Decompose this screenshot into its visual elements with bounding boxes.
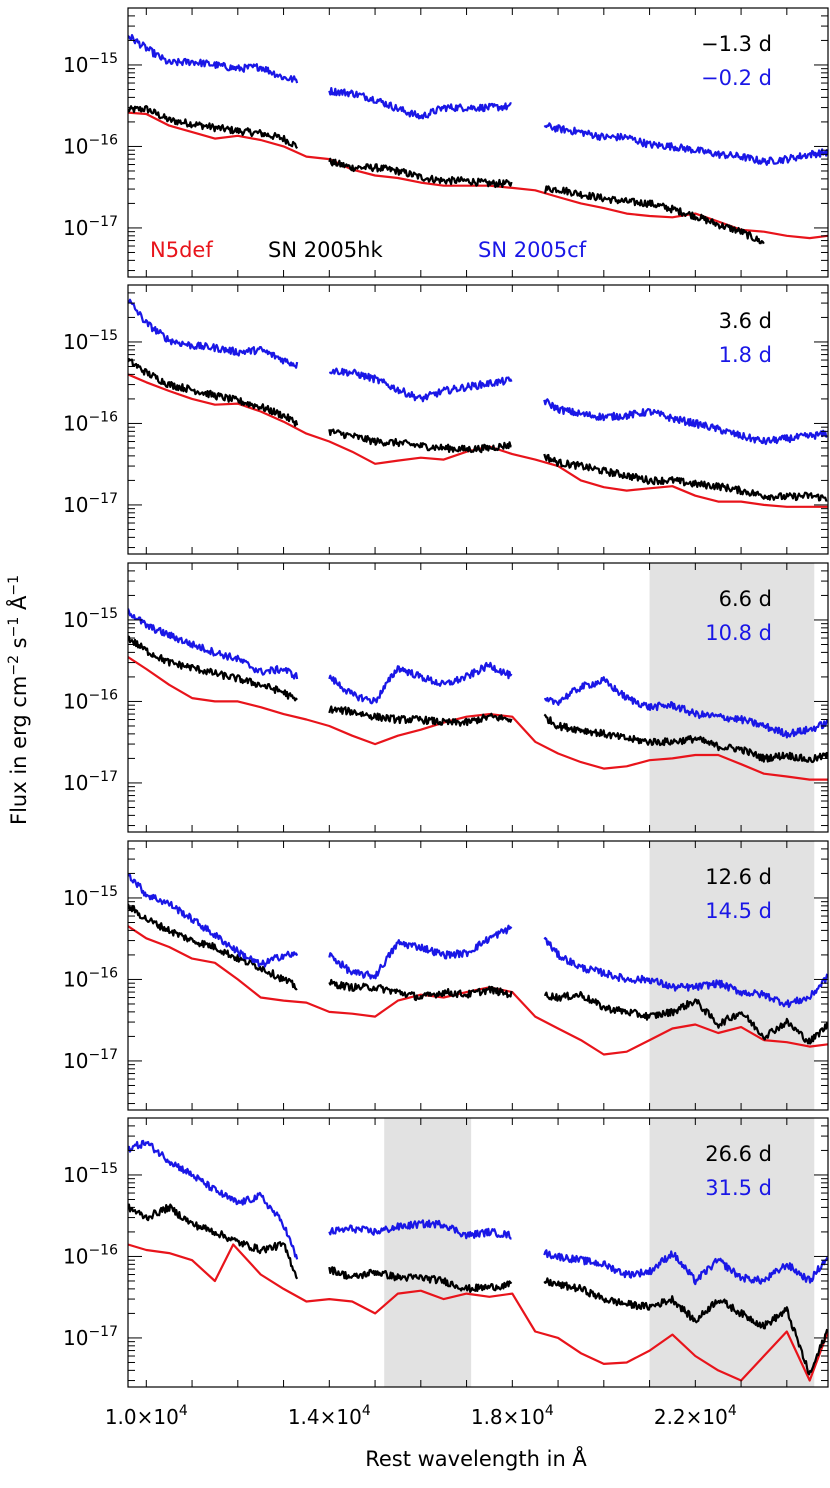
panel-3: 10−15 10−16 10−17 6.6 d 10.8 d: [63, 562, 829, 833]
legend-entry: N5def: [150, 238, 213, 262]
y-tick-label: 10−15: [63, 606, 118, 632]
y-tick-label: 10−15: [63, 328, 118, 354]
series-line-sn-2005hk: [543, 1277, 828, 1376]
series-line-sn-2005hk: [128, 903, 298, 991]
epoch-label-blue: −0.2 d: [701, 66, 772, 90]
legend-entry: SN 2005cf: [478, 238, 587, 262]
panel-2: 10−15 10−16 10−17 3.6 d 1.8 d: [63, 284, 829, 555]
y-tick-label: 10−17: [63, 769, 118, 795]
series-line-sn-2005cf: [328, 87, 512, 120]
series-line-sn-2005cf: [328, 924, 513, 980]
series-group: [128, 873, 828, 1056]
series-line-sn-2005hk: [128, 105, 299, 149]
series-line-sn-2005cf: [544, 676, 828, 739]
y-tick-label: 10−16: [63, 1242, 118, 1268]
series-line-sn-2005cf: [128, 34, 299, 84]
series-line-sn-2005hk: [544, 185, 765, 245]
series-line-sn-2005hk: [328, 428, 512, 454]
series-line-sn-2005hk: [543, 453, 828, 502]
panel-frame: [127, 1117, 829, 1388]
series-group: [128, 298, 828, 508]
y-tick-label: 10−15: [63, 884, 118, 910]
y-tick-label: 10−17: [63, 491, 118, 517]
panel-5: 10−15 10−16 10−17 26.6 d 31.5 d: [63, 1117, 829, 1388]
panel-frame: [127, 7, 829, 278]
series-line-sn-2005hk: [128, 635, 298, 702]
epoch-label-black: 6.6 d: [719, 587, 772, 611]
series-line-sn-2005hk: [544, 991, 828, 1045]
x-axis-tick-labels: 1.0×104 1.4×104 1.8×104 2.2×104: [105, 1403, 737, 1429]
series-line-n5def: [128, 656, 828, 781]
panel-frame: [127, 840, 829, 1111]
x-tick-label: 1.0×104: [105, 1403, 188, 1429]
series-line-sn-2005cf: [328, 1219, 512, 1240]
panel-4: 10−15 10−16 10−17 12.6 d 14.5 d: [63, 840, 829, 1111]
series-line-sn-2005cf: [543, 1249, 828, 1286]
epoch-label-black: 3.6 d: [719, 309, 772, 333]
epoch-label-black: −1.3 d: [701, 32, 772, 56]
shaded-region: [649, 841, 815, 1110]
epoch-label-black: 26.6 d: [705, 1142, 772, 1166]
y-tick-label: 10−16: [63, 965, 118, 991]
series-line-sn-2005cf: [128, 873, 299, 968]
series-line-sn-2005cf: [328, 367, 513, 403]
y-axis-label: Flux in erg cm−2 s−1 Å−1: [5, 575, 31, 825]
series-group: [128, 34, 828, 245]
y-tick-label: 10−17: [63, 214, 118, 240]
y-tick-label: 10−16: [63, 409, 118, 435]
series-line-sn-2005hk: [328, 157, 513, 189]
series-line-n5def: [128, 1243, 828, 1382]
x-tick-label: 1.8×104: [471, 1403, 554, 1429]
panels: 10−15 10−16 10−17 −1.3 d −0.2 d N5def SN 2005h…: [63, 7, 829, 1388]
series-line-sn-2005hk: [128, 358, 299, 427]
series-line-sn-2005hk: [543, 713, 828, 764]
y-tick-label: 10−17: [63, 1324, 118, 1350]
series-line-sn-2005cf: [543, 937, 828, 1008]
series-line-sn-2005hk: [328, 978, 513, 1002]
series-line-sn-2005cf: [128, 298, 299, 369]
y-tick-label: 10−15: [63, 51, 118, 77]
epoch-label-blue: 1.8 d: [719, 343, 772, 367]
series-line-sn-2005cf: [543, 122, 828, 166]
shaded-region: [649, 1118, 815, 1387]
x-axis-label: Rest wavelength in Å: [365, 1445, 587, 1471]
y-tick-label: 10−15: [63, 1161, 118, 1187]
series-line-sn-2005cf: [543, 398, 828, 446]
x-tick-label: 1.4×104: [288, 1403, 371, 1429]
shaded-region: [649, 563, 815, 832]
series-group: [128, 608, 828, 781]
series-line-sn-2005cf: [128, 1139, 299, 1260]
legend-entry: SN 2005hk: [268, 238, 383, 262]
panel-frame: [127, 562, 829, 833]
epoch-label-blue: 10.8 d: [705, 621, 772, 645]
epoch-label-black: 12.6 d: [705, 865, 772, 889]
series-line-sn-2005cf: [328, 661, 513, 705]
shaded-region: [384, 1118, 472, 1387]
series-line-sn-2005hk: [328, 1266, 513, 1293]
epoch-label-blue: 31.5 d: [705, 1176, 772, 1200]
panel-frame: [127, 284, 829, 555]
y-tick-label: 10−16: [63, 132, 118, 158]
series-line-sn-2005hk: [328, 705, 513, 727]
panel-1: 10−15 10−16 10−17 −1.3 d −0.2 d N5def SN 2005h…: [63, 7, 829, 278]
y-tick-label: 10−16: [63, 687, 118, 713]
series-line-sn-2005hk: [128, 1203, 299, 1280]
y-tick-label: 10−17: [63, 1047, 118, 1073]
x-tick-label: 2.2×104: [654, 1403, 737, 1429]
epoch-label-blue: 14.5 d: [705, 899, 772, 923]
series-line-sn-2005cf: [128, 608, 299, 680]
series-group: [128, 1139, 828, 1382]
